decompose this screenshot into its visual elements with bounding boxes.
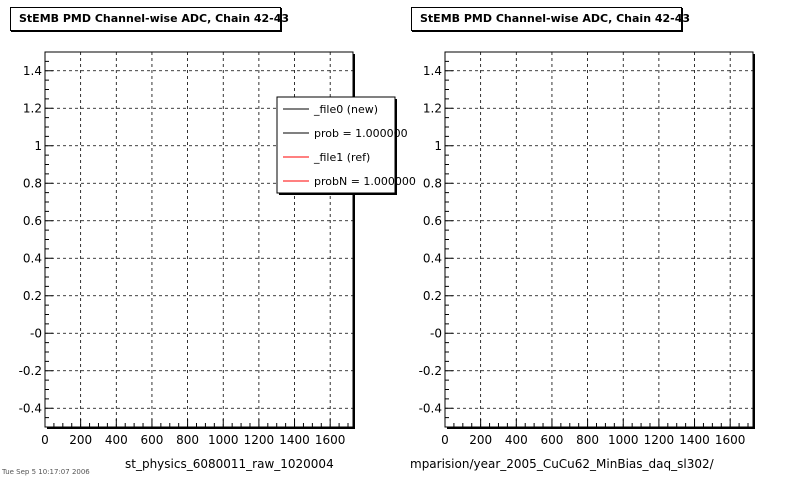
y-tick-label: 1.4 [423, 64, 442, 78]
x-tick-label: 0 [441, 433, 449, 447]
y-tick-label: 0.4 [423, 251, 442, 265]
x-tick-label: 1400 [679, 433, 710, 447]
legend-label: prob = 1.000000 [314, 127, 408, 140]
y-tick-label: 0.8 [423, 176, 442, 190]
y-tick-label: 1.2 [423, 101, 442, 115]
y-tick-label: -0.2 [19, 364, 42, 378]
y-tick-label: -0.4 [19, 401, 42, 415]
y-tick-label: 0.6 [423, 214, 442, 228]
footer-timestamp: Tue Sep 5 10:17:07 2006 [2, 468, 90, 476]
right-x-axis-title: mparision/year_2005_CuCu62_MinBias_daq_s… [410, 457, 714, 471]
y-tick-label: 1 [434, 139, 442, 153]
x-tick-label: 600 [540, 433, 563, 447]
y-tick-label: -0 [30, 326, 42, 340]
x-tick-label: 400 [105, 433, 128, 447]
x-tick-label: 1600 [315, 433, 346, 447]
y-tick-label: -0.4 [419, 401, 442, 415]
left-panel-title: StEMB PMD Channel-wise ADC, Chain 42-43 [10, 7, 289, 31]
x-tick-label: 1600 [715, 433, 746, 447]
legend-label: probN = 1.000000 [314, 175, 416, 188]
y-tick-label: 0.8 [23, 176, 42, 190]
y-tick-label: 1 [34, 139, 42, 153]
x-tick-label: 600 [140, 433, 163, 447]
x-tick-label: 0 [41, 433, 49, 447]
x-tick-label: 1200 [644, 433, 675, 447]
x-tick-label: 400 [505, 433, 528, 447]
y-tick-label: -0.2 [419, 364, 442, 378]
right-panel-title: StEMB PMD Channel-wise ADC, Chain 42-43 [411, 7, 690, 31]
x-tick-label: 800 [576, 433, 599, 447]
x-tick-label: 1400 [279, 433, 310, 447]
x-tick-label: 1200 [244, 433, 275, 447]
x-tick-label: 1000 [608, 433, 639, 447]
legend-label: _file0 (new) [313, 103, 378, 116]
legend-box [276, 96, 396, 194]
plot-frame [444, 51, 754, 428]
x-tick-label: 1000 [208, 433, 239, 447]
legend-label: _file1 (ref) [313, 151, 370, 164]
y-tick-label: 1.2 [23, 101, 42, 115]
y-tick-label: 1.4 [23, 64, 42, 78]
y-tick-label: 0.6 [23, 214, 42, 228]
y-tick-label: 0.4 [23, 251, 42, 265]
x-tick-label: 200 [69, 433, 92, 447]
legend: _file0 (new) prob = 1.000000 _file1 (ref) p… [283, 103, 416, 188]
y-tick-label: 0.2 [423, 289, 442, 303]
x-tick-label: 800 [176, 433, 199, 447]
left-x-axis-title: st_physics_6080011_raw_1020004 [125, 457, 334, 471]
y-tick-label: 0.2 [23, 289, 42, 303]
x-tick-label: 200 [469, 433, 492, 447]
y-tick-label: -0 [430, 326, 442, 340]
